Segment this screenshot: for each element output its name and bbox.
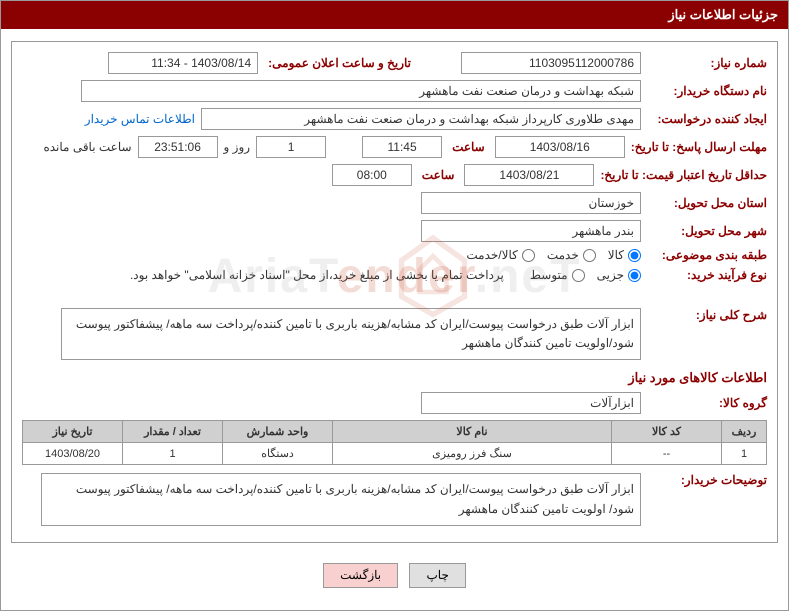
items-table: ردیف کد کالا نام کالا واحد شمارش تعداد /… [22,420,767,465]
th-date: تاریخ نیاز [23,421,123,443]
label-buyer-org: نام دستگاه خریدار: [647,84,767,98]
td-qty: 1 [123,443,223,465]
field-response-date: 1403/08/16 [495,136,625,158]
row-need-number: شماره نیاز: 1103095112000786 تاریخ و ساع… [22,52,767,74]
row-requester: ایجاد کننده درخواست: مهدی طلاوری کارپردا… [22,108,767,130]
radio-goods[interactable]: کالا [608,248,641,262]
print-button[interactable]: چاپ [409,563,465,588]
label-requester: ایجاد کننده درخواست: [647,112,767,126]
field-time-remaining: 23:51:06 [138,136,218,158]
buyer-contact-link[interactable]: اطلاعات تماس خریدار [85,112,195,126]
label-announce: تاریخ و ساعت اعلان عمومی: [264,56,415,70]
label-subject: طبقه بندی موضوعی: [647,248,767,262]
field-requester: مهدی طلاوری کارپرداز شبکه بهداشت و درمان… [201,108,641,130]
th-row: ردیف [722,421,767,443]
row-buyer-org: نام دستگاه خریدار: شبکه بهداشت و درمان ص… [22,80,767,102]
th-unit: واحد شمارش [223,421,333,443]
td-date: 1403/08/20 [23,443,123,465]
field-province: خوزستان [421,192,641,214]
label-province: استان محل تحویل: [647,196,767,210]
field-pv-time: 08:00 [332,164,412,186]
radio-service[interactable]: خدمت [547,248,596,262]
field-days: 1 [256,136,326,158]
label-days-and: روز و [224,140,251,154]
button-bar: چاپ بازگشت [11,553,778,598]
th-name: نام کالا [333,421,612,443]
field-item-group: ابزارآلات [421,392,641,414]
radio-both[interactable]: کالا/خدمت [466,248,534,262]
purchase-radio-group: جزیی متوسط [530,268,641,282]
field-response-time: 11:45 [362,136,442,158]
page-header: جزئیات اطلاعات نیاز [1,1,788,29]
row-need-desc: شرح کلی نیاز: ابزار آلات طبق درخواست پیو… [22,308,767,360]
field-need-desc: ابزار آلات طبق درخواست پیوست/ایران کد مش… [61,308,641,360]
back-button[interactable]: بازگشت [323,563,398,588]
field-need-number: 1103095112000786 [461,52,641,74]
row-subject-class: طبقه بندی موضوعی: کالا خدمت کالا/خدمت [22,248,767,262]
td-row: 1 [722,443,767,465]
label-remaining: ساعت باقی مانده [43,140,131,154]
field-city: بندر ماهشهر [421,220,641,242]
row-purchase-type: نوع فرآیند خرید: جزیی متوسط پرداخت تمام … [22,268,767,282]
row-city: شهر محل تحویل: بندر ماهشهر [22,220,767,242]
radio-goods-input[interactable] [628,249,641,262]
details-box: شماره نیاز: 1103095112000786 تاریخ و ساع… [11,41,778,543]
row-response-deadline: مهلت ارسال پاسخ: تا تاریخ: 1403/08/16 سا… [22,136,767,158]
radio-service-input[interactable] [583,249,596,262]
payment-note: پرداخت تمام یا بخشی از مبلغ خرید،از محل … [130,268,504,282]
label-time2: ساعت [418,168,459,182]
label-buyer-notes: توضیحات خریدار: [647,473,767,487]
radio-both-input[interactable] [522,249,535,262]
label-city: شهر محل تحویل: [647,224,767,238]
label-purchase: نوع فرآیند خرید: [647,268,767,282]
field-announce: 1403/08/14 - 11:34 [108,52,258,74]
label-item-group: گروه کالا: [647,396,767,410]
label-need-desc: شرح کلی نیاز: [647,308,767,322]
items-section-title: اطلاعات کالاهای مورد نیاز [22,370,767,386]
td-unit: دستگاه [223,443,333,465]
label-need-number: شماره نیاز: [647,56,767,70]
radio-medium-input[interactable] [572,269,585,282]
field-buyer-notes: ابزار آلات طبق درخواست پیوست/ایران کد مش… [41,473,641,525]
label-time1: ساعت [448,140,489,154]
row-price-validity: حداقل تاریخ اعتبار قیمت: تا تاریخ: 1403/… [22,164,767,186]
row-province: استان محل تحویل: خوزستان [22,192,767,214]
row-buyer-notes: توضیحات خریدار: ابزار آلات طبق درخواست پ… [22,473,767,525]
page-title: جزئیات اطلاعات نیاز [668,7,778,22]
table-header-row: ردیف کد کالا نام کالا واحد شمارش تعداد /… [23,421,767,443]
th-qty: تعداد / مقدار [123,421,223,443]
field-pv-date: 1403/08/21 [464,164,594,186]
subject-radio-group: کالا خدمت کالا/خدمت [466,248,641,262]
label-response: مهلت ارسال پاسخ: تا تاریخ: [631,140,767,154]
table-row: 1 -- سنگ فرز رومیزی دستگاه 1 1403/08/20 [23,443,767,465]
row-item-group: گروه کالا: ابزارآلات [22,392,767,414]
label-price-validity: حداقل تاریخ اعتبار قیمت: تا تاریخ: [600,168,767,182]
th-code: کد کالا [612,421,722,443]
radio-medium[interactable]: متوسط [530,268,585,282]
field-buyer-org: شبکه بهداشت و درمان صنعت نفت ماهشهر [81,80,641,102]
td-code: -- [612,443,722,465]
radio-partial[interactable]: جزیی [597,268,641,282]
radio-partial-input[interactable] [628,269,641,282]
td-name: سنگ فرز رومیزی [333,443,612,465]
main-container: جزئیات اطلاعات نیاز AriaTender.neT شماره… [0,0,789,611]
content-area: AriaTender.neT شماره نیاز: 1103095112000… [1,29,788,610]
